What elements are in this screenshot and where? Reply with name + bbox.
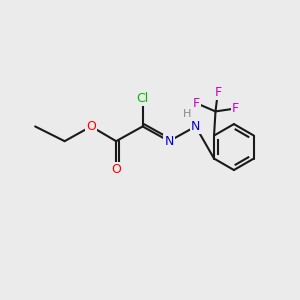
Text: F: F [214, 86, 221, 99]
Text: H: H [183, 109, 191, 119]
Text: F: F [193, 97, 200, 110]
Text: Cl: Cl [136, 92, 149, 105]
Text: O: O [111, 163, 121, 176]
Text: N: N [191, 120, 200, 133]
Text: F: F [232, 102, 239, 115]
Text: O: O [86, 120, 96, 133]
Text: N: N [164, 135, 174, 148]
